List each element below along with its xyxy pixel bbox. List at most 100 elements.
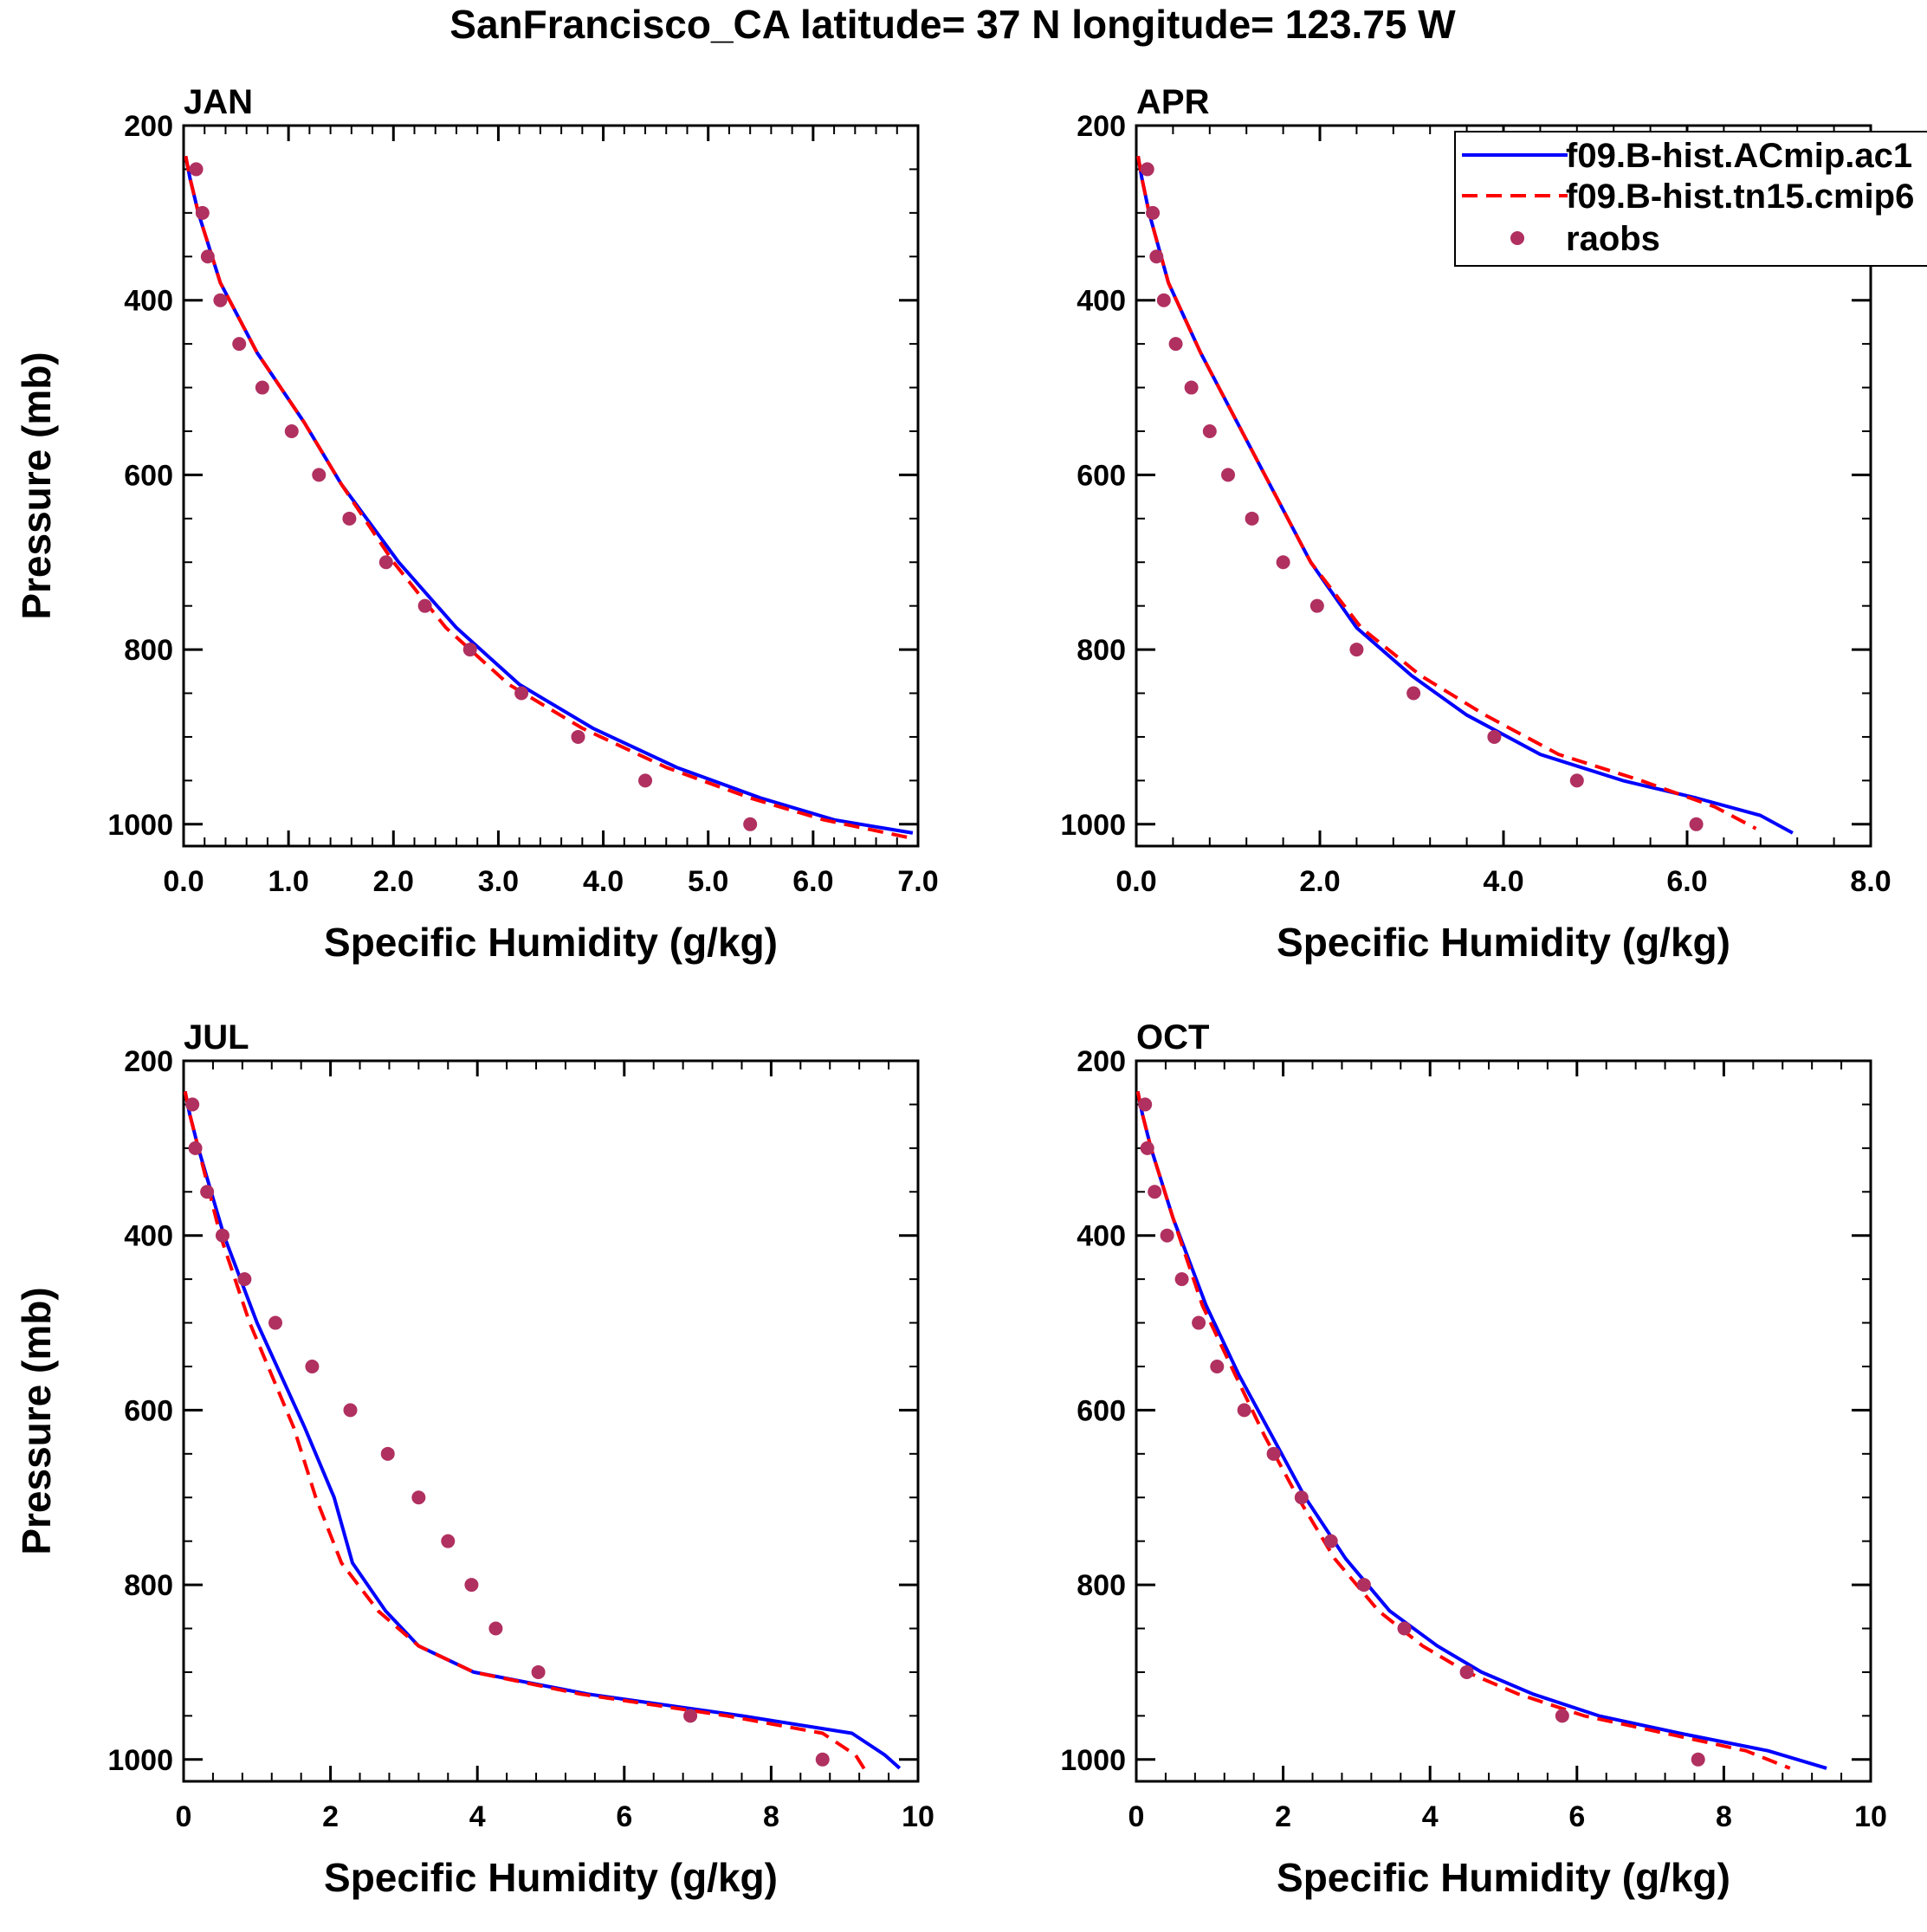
y-tick-label: 200 [1077, 110, 1126, 143]
raobs-point [268, 1315, 282, 1330]
x-tick-label: 10 [1854, 1800, 1887, 1833]
legend-label: f09.B-hist.tn15.cmip6 [1566, 178, 1914, 216]
raobs-point [1323, 1534, 1338, 1548]
x-tick-label: 7.0 [897, 865, 938, 898]
x-axis-label: Specific Humidity (g/kg) [1277, 1855, 1730, 1900]
raobs-point [1148, 1185, 1162, 1199]
x-axis-label: Specific Humidity (g/kg) [1277, 920, 1730, 965]
raobs-point [1168, 337, 1183, 352]
raobs-point [1266, 1446, 1281, 1461]
y-tick-label: 1000 [1060, 809, 1126, 842]
raobs-point [342, 511, 357, 526]
x-tick-label: 6 [1568, 1800, 1585, 1833]
plot-frame [182, 1059, 920, 1783]
raobs-point [232, 337, 247, 352]
raobs-point [200, 249, 215, 264]
panel-jan: JAN 0.0 1.0 2.0 3.0 4.0 5.0 6.0 7.0 200 400 600 800 1… [14, 83, 939, 965]
raobs-point [1138, 1097, 1153, 1112]
x-tick-label: 2 [322, 1800, 339, 1833]
x-tick-label: 6 [616, 1800, 632, 1833]
x-tick-label: 10 [902, 1800, 934, 1833]
raobs-point [743, 817, 758, 831]
raobs-point [380, 1446, 395, 1461]
raobs-point [571, 729, 585, 744]
raobs-point [188, 1140, 203, 1155]
x-tick-label: 3.0 [478, 865, 519, 898]
series-line-acmip [1136, 1090, 1827, 1770]
x-tick-label: 0.0 [1115, 865, 1156, 898]
plot-frame [182, 124, 920, 848]
y-tick-label: 1000 [1060, 1744, 1126, 1777]
raobs-point [255, 380, 269, 395]
panel-jul: JUL 0 2 4 6 8 10 200 400 600 800 1000 Specific Humid… [14, 1018, 934, 1900]
series-line-tn15 [184, 1090, 869, 1774]
raobs-point [1140, 162, 1154, 177]
x-tick-label: 8 [1716, 1800, 1732, 1833]
x-tick-label: 8 [763, 1800, 779, 1833]
panel-title: APR [1136, 83, 1210, 121]
raobs-point [200, 1185, 215, 1199]
x-tick-label: 2.0 [373, 865, 414, 898]
raobs-point [1202, 423, 1217, 438]
y-tick-label: 1000 [107, 1744, 173, 1777]
series-line-tn15 [184, 155, 909, 839]
raobs-point [488, 1621, 503, 1636]
x-tick-label: 4.0 [1483, 865, 1523, 898]
raobs-point [1309, 598, 1324, 613]
raobs-point [417, 598, 432, 613]
x-tick-label: 1.0 [268, 865, 309, 898]
x-tick-label: 0 [1128, 1800, 1145, 1833]
raobs-point [1459, 1664, 1474, 1679]
raobs-point [378, 555, 393, 570]
raobs-point [1146, 205, 1161, 220]
raobs-point [1174, 1272, 1189, 1287]
x-tick-label: 5.0 [688, 865, 728, 898]
raobs-point [1237, 1403, 1251, 1418]
x-tick-label: 4 [469, 1800, 486, 1833]
plot-frame [1135, 1059, 1872, 1783]
raobs-point [514, 686, 529, 701]
x-tick-label: 8.0 [1850, 865, 1891, 898]
raobs-point [1184, 380, 1199, 395]
y-axis-label: Pressure (mb) [14, 1287, 59, 1554]
raobs-point [312, 468, 327, 482]
panel-oct: OCT 0 2 4 6 8 10 200 400 600 800 1000 Specific Humid… [1060, 1018, 1887, 1900]
y-tick-label: 600 [124, 1394, 173, 1427]
x-tick-label: 2.0 [1299, 865, 1340, 898]
raobs-point [195, 205, 210, 220]
raobs-point [1149, 249, 1164, 264]
raobs-point [441, 1534, 456, 1548]
raobs-point [1192, 1315, 1206, 1330]
x-axis-label: Specific Humidity (g/kg) [324, 1855, 778, 1900]
raobs-point [1406, 686, 1421, 701]
y-tick-label: 400 [124, 1220, 173, 1253]
legend-label: raobs [1566, 220, 1660, 258]
raobs-point [411, 1490, 426, 1505]
series-line-tn15 [1136, 155, 1757, 830]
raobs-point [1487, 729, 1502, 744]
x-tick-label: 6.0 [792, 865, 833, 898]
x-tick-label: 0.0 [163, 865, 204, 898]
raobs-point [462, 643, 477, 657]
y-tick-label: 600 [1077, 1394, 1126, 1427]
raobs-point [1689, 817, 1704, 831]
raobs-point [1397, 1621, 1412, 1636]
y-tick-label: 800 [124, 1569, 173, 1602]
raobs-point [1160, 1228, 1174, 1243]
legend-label: f09.B-hist.ACmip.ac1 [1566, 137, 1912, 175]
x-tick-label: 2 [1275, 1800, 1291, 1833]
y-tick-label: 400 [124, 285, 173, 318]
raobs-point [284, 423, 299, 438]
y-tick-label: 800 [1077, 1569, 1126, 1602]
raobs-point [305, 1359, 320, 1373]
raobs-point [683, 1709, 698, 1723]
panel-title: OCT [1136, 1018, 1209, 1056]
x-axis-label: Specific Humidity (g/kg) [324, 920, 778, 965]
raobs-point [1210, 1359, 1225, 1373]
figure-title: SanFrancisco_CA latitude= 37 N longitude… [449, 2, 1456, 47]
raobs-point [531, 1664, 546, 1679]
series-line-acmip [1136, 155, 1794, 835]
raobs-point [815, 1752, 830, 1767]
